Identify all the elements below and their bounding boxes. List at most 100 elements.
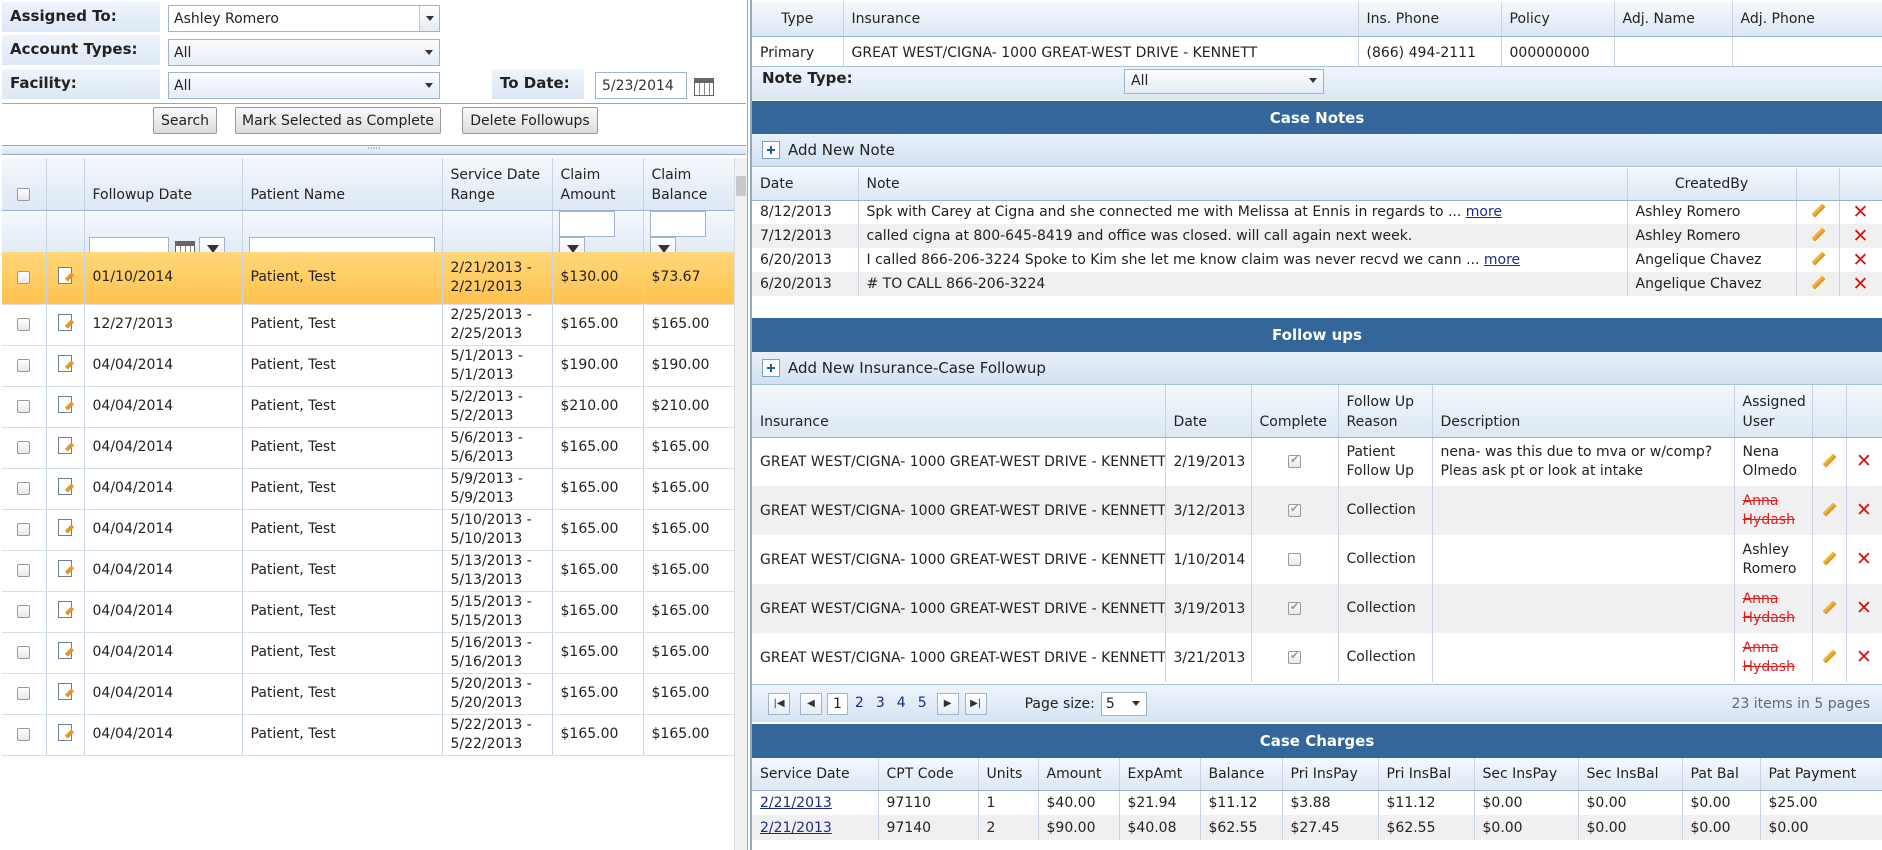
table-row[interactable]: 04/04/2014 Patient, Test 5/20/2013 - 5/20/… bbox=[2, 673, 735, 715]
edit-document-icon[interactable] bbox=[57, 477, 74, 495]
col-followup-date[interactable]: Followup Date bbox=[84, 158, 243, 211]
chevron-down-icon[interactable] bbox=[419, 6, 439, 31]
row-checkbox[interactable] bbox=[17, 604, 31, 618]
edit-document-icon[interactable] bbox=[57, 641, 74, 659]
assigned-to-select[interactable]: Ashley Romero bbox=[168, 5, 440, 32]
page-size-select[interactable]: 5 bbox=[1100, 691, 1147, 716]
select-all-checkbox[interactable] bbox=[17, 188, 31, 201]
chevron-down-icon[interactable] bbox=[1126, 691, 1146, 715]
pencil-icon[interactable] bbox=[1809, 273, 1827, 291]
followup-row[interactable]: GREAT WEST/CIGNA- 1000 GREAT-WEST DRIVE … bbox=[752, 633, 1882, 682]
charge-row[interactable]: 2/21/2013 97110 1 $40.00 $21.94 $11.12 $3.88 $1… bbox=[752, 790, 1882, 815]
facility-select[interactable]: All bbox=[168, 72, 440, 99]
row-checkbox[interactable] bbox=[17, 270, 31, 284]
edit-document-icon[interactable] bbox=[57, 518, 74, 536]
pencil-icon[interactable] bbox=[1820, 500, 1838, 518]
col-service-date-range[interactable]: Service Date Range bbox=[442, 158, 553, 211]
row-checkbox[interactable] bbox=[17, 522, 31, 536]
table-row[interactable]: 04/04/2014 Patient, Test 5/2/2013 - 5/2/20… bbox=[2, 386, 735, 428]
note-row[interactable]: 6/20/2013 # TO CALL 866-206-3224 Angelique… bbox=[752, 272, 1882, 296]
splitter-handle[interactable]: ····· bbox=[2, 145, 746, 155]
row-checkbox[interactable] bbox=[17, 399, 31, 413]
to-date-input[interactable]: 5/23/2014 bbox=[595, 72, 687, 99]
table-row[interactable]: 01/10/2014 Patient, Test 2/21/2013 - 2/21/… bbox=[2, 252, 735, 305]
row-checkbox[interactable] bbox=[17, 317, 31, 331]
col-claim-amount[interactable]: Claim Amount bbox=[552, 158, 644, 211]
note-row[interactable]: 6/20/2013 I called 866-206-3224 Spoke to … bbox=[752, 248, 1882, 272]
page-number-link[interactable]: 1 bbox=[827, 692, 848, 715]
prev-page-icon[interactable]: ◀ bbox=[800, 692, 822, 715]
edit-document-icon[interactable] bbox=[57, 559, 74, 577]
row-checkbox[interactable] bbox=[17, 440, 31, 454]
page-number-link[interactable]: 2 bbox=[854, 694, 864, 711]
delete-icon[interactable]: ✕ bbox=[1856, 548, 1872, 570]
table-row[interactable]: 04/04/2014 Patient, Test 5/9/2013 - 5/9/20… bbox=[2, 468, 735, 510]
grid-scrollbar[interactable] bbox=[734, 158, 747, 850]
row-checkbox[interactable] bbox=[17, 358, 31, 372]
chevron-down-icon[interactable] bbox=[419, 73, 439, 98]
delete-followups-button[interactable]: Delete Followups bbox=[462, 107, 598, 134]
note-more-link[interactable]: more bbox=[1483, 252, 1521, 268]
row-checkbox[interactable] bbox=[17, 481, 31, 495]
first-page-icon[interactable]: |◀ bbox=[768, 692, 790, 715]
charge-service-date-link[interactable]: 2/21/2013 bbox=[760, 794, 832, 811]
table-row[interactable]: 04/04/2014 Patient, Test 5/16/2013 - 5/16/… bbox=[2, 632, 735, 674]
page-number-link[interactable]: 5 bbox=[917, 694, 927, 711]
mark-complete-button[interactable]: Mark Selected as Complete bbox=[235, 107, 441, 134]
pencil-icon[interactable] bbox=[1820, 451, 1838, 469]
followup-row[interactable]: GREAT WEST/CIGNA- 1000 GREAT-WEST DRIVE … bbox=[752, 486, 1882, 535]
note-row[interactable]: 8/12/2013 Spk with Carey at Cigna and she… bbox=[752, 200, 1882, 224]
col-patient-name[interactable]: Patient Name bbox=[242, 158, 443, 211]
edit-document-icon[interactable] bbox=[57, 436, 74, 454]
pencil-icon[interactable] bbox=[1820, 647, 1838, 665]
row-checkbox[interactable] bbox=[17, 563, 31, 577]
delete-icon[interactable]: ✕ bbox=[1852, 200, 1869, 223]
calendar-icon[interactable] bbox=[694, 77, 714, 96]
chevron-down-icon[interactable] bbox=[419, 40, 439, 65]
pencil-icon[interactable] bbox=[1820, 598, 1838, 616]
insurance-row[interactable]: Primary GREAT WEST/CIGNA- 1000 GREAT-WES… bbox=[752, 36, 1882, 69]
page-number-link[interactable]: 4 bbox=[896, 694, 906, 711]
add-insurance-followup-button[interactable]: Add New Insurance-Case Followup bbox=[752, 352, 1882, 385]
table-row[interactable]: 04/04/2014 Patient, Test 5/22/2013 - 5/22/… bbox=[2, 714, 735, 756]
followup-row[interactable]: GREAT WEST/CIGNA- 1000 GREAT-WEST DRIVE … bbox=[752, 584, 1882, 633]
table-row[interactable]: 04/04/2014 Patient, Test 5/15/2013 - 5/15/… bbox=[2, 591, 735, 633]
delete-icon[interactable]: ✕ bbox=[1852, 224, 1869, 247]
delete-icon[interactable]: ✕ bbox=[1856, 646, 1872, 668]
edit-document-icon[interactable] bbox=[57, 313, 74, 331]
charge-row[interactable]: 2/21/2013 97140 2 $90.00 $40.08 $62.55 $27.45 $… bbox=[752, 815, 1882, 840]
delete-icon[interactable]: ✕ bbox=[1852, 272, 1869, 295]
table-row[interactable]: 04/04/2014 Patient, Test 5/10/2013 - 5/10/… bbox=[2, 509, 735, 551]
table-row[interactable]: 04/04/2014 Patient, Test 5/6/2013 - 5/6/20… bbox=[2, 427, 735, 469]
edit-document-icon[interactable] bbox=[57, 723, 74, 741]
table-row[interactable]: 04/04/2014 Patient, Test 5/13/2013 - 5/13/… bbox=[2, 550, 735, 592]
delete-icon[interactable]: ✕ bbox=[1856, 450, 1872, 473]
charge-service-date-link[interactable]: 2/21/2013 bbox=[760, 819, 832, 836]
delete-icon[interactable]: ✕ bbox=[1852, 248, 1869, 271]
account-types-select[interactable]: All bbox=[168, 39, 440, 66]
chevron-down-icon[interactable] bbox=[1303, 68, 1323, 93]
last-page-icon[interactable]: ▶| bbox=[964, 692, 987, 715]
page-number-link[interactable]: 3 bbox=[875, 694, 885, 711]
note-row[interactable]: 7/12/2013 called cigna at 800-645-8419 an… bbox=[752, 224, 1882, 248]
col-claim-balance[interactable]: Claim Balance bbox=[643, 158, 735, 211]
delete-icon[interactable]: ✕ bbox=[1856, 597, 1872, 619]
pencil-icon[interactable] bbox=[1809, 201, 1827, 219]
followup-row[interactable]: GREAT WEST/CIGNA- 1000 GREAT-WEST DRIVE … bbox=[752, 437, 1882, 486]
table-row[interactable]: 04/04/2014 Patient, Test 5/1/2013 - 5/1/20… bbox=[2, 345, 735, 387]
pencil-icon[interactable] bbox=[1809, 249, 1827, 267]
add-new-note-button[interactable]: Add New Note bbox=[752, 134, 1882, 167]
search-button[interactable]: Search bbox=[153, 107, 217, 134]
table-row[interactable]: 12/27/2013 Patient, Test 2/25/2013 - 2/25/… bbox=[2, 304, 735, 346]
edit-document-icon[interactable] bbox=[57, 600, 74, 618]
row-checkbox[interactable] bbox=[17, 727, 31, 741]
claim-balance-filter-input[interactable] bbox=[649, 210, 706, 237]
pencil-icon[interactable] bbox=[1809, 225, 1827, 243]
delete-icon[interactable]: ✕ bbox=[1856, 499, 1872, 521]
edit-document-icon[interactable] bbox=[57, 354, 74, 372]
note-type-select[interactable]: All bbox=[1124, 69, 1324, 94]
scrollbar-thumb[interactable] bbox=[736, 176, 746, 196]
edit-document-icon[interactable] bbox=[57, 266, 74, 284]
pencil-icon[interactable] bbox=[1820, 549, 1838, 567]
row-checkbox[interactable] bbox=[17, 645, 31, 659]
